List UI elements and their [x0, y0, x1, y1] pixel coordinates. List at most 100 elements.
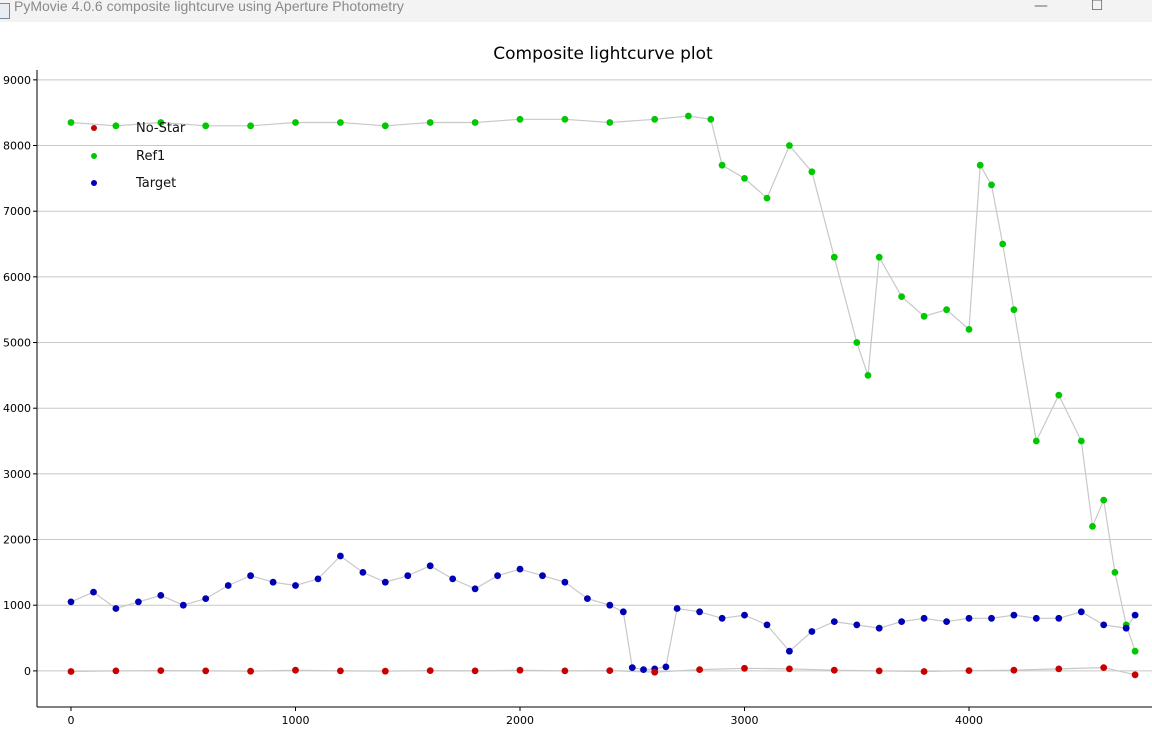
- data-point-target: [67, 598, 75, 606]
- data-point-ref1: [920, 312, 928, 320]
- data-point-target: [224, 582, 232, 589]
- data-point-ref1: [763, 194, 771, 202]
- data-point-target: [247, 572, 255, 580]
- legend-label: No-Star: [136, 121, 186, 136]
- data-point-ref1: [67, 119, 75, 126]
- data-point-ref1: [1055, 391, 1063, 399]
- data-point-target: [135, 598, 142, 606]
- data-point-no-star: [426, 667, 434, 674]
- maximize-button[interactable]: ☐: [1090, 0, 1104, 14]
- data-point-target: [359, 569, 367, 576]
- data-point-target: [640, 666, 647, 673]
- y-tick-label: 2000: [3, 534, 31, 547]
- data-point-target: [965, 614, 973, 622]
- data-point-target: [337, 552, 344, 560]
- data-point-target: [875, 624, 883, 632]
- data-point-target: [112, 605, 120, 612]
- data-point-ref1: [561, 115, 569, 123]
- data-point-ref1: [1032, 437, 1040, 445]
- data-point-no-star: [651, 668, 659, 676]
- data-point-ref1: [1010, 306, 1018, 314]
- data-point-target: [1100, 621, 1108, 629]
- data-point-ref1: [864, 372, 872, 379]
- y-tick-label: 3000: [3, 468, 31, 481]
- data-point-ref1: [976, 161, 984, 169]
- series-line-target: [70, 555, 1136, 671]
- legend-label: Target: [135, 176, 176, 191]
- data-point-no-star: [1100, 664, 1108, 671]
- window-titlebar: PyMovie 4.0.6 composite lightcurve using…: [0, 0, 1152, 22]
- data-point-target: [830, 618, 838, 625]
- data-point-ref1: [707, 115, 715, 123]
- data-point-target: [269, 578, 277, 586]
- data-point-target: [494, 572, 501, 580]
- data-point-ref1: [988, 181, 995, 189]
- data-point-target: [471, 585, 479, 593]
- data-point-no-star: [875, 667, 883, 675]
- data-point-target: [628, 664, 636, 671]
- data-point-target: [90, 588, 97, 596]
- data-point-target: [202, 595, 210, 602]
- data-point-ref1: [943, 306, 950, 314]
- data-point-ref1: [471, 119, 479, 126]
- data-point-ref1: [112, 122, 120, 130]
- data-point-ref1: [1100, 496, 1108, 504]
- data-point-ref1: [965, 326, 973, 333]
- data-point-target: [516, 565, 524, 573]
- data-point-target: [1032, 614, 1040, 622]
- minimize-button[interactable]: —: [1034, 0, 1048, 14]
- data-point-target: [718, 614, 726, 622]
- data-point-ref1: [247, 122, 255, 130]
- grid-lines: [37, 79, 1152, 672]
- y-tick-label: 9000: [3, 74, 31, 87]
- data-point-target: [898, 618, 905, 625]
- y-tick-label: 4000: [3, 402, 31, 415]
- y-tick-label: 5000: [3, 337, 31, 350]
- data-point-no-star: [337, 667, 344, 675]
- data-point-target: [1122, 624, 1130, 632]
- legend-marker-no-star: [91, 125, 97, 131]
- data-point-no-star: [561, 667, 569, 675]
- data-point-target: [696, 608, 703, 616]
- data-point-no-star: [1055, 665, 1063, 673]
- data-point-target: [673, 605, 681, 612]
- x-tick-label: 2000: [506, 714, 534, 727]
- data-point-no-star: [1010, 666, 1018, 674]
- data-point-ref1: [157, 119, 165, 126]
- data-point-target: [292, 582, 299, 589]
- data-point-target: [157, 592, 165, 599]
- data-point-no-star: [1131, 671, 1139, 679]
- data-point-ref1: [898, 293, 905, 300]
- legend-marker-ref1: [91, 153, 97, 159]
- data-point-ref1: [718, 161, 726, 169]
- data-point-target: [763, 621, 771, 629]
- data-point-ref1: [786, 142, 793, 149]
- data-point-target: [1131, 611, 1139, 619]
- data-point-no-star: [247, 667, 255, 675]
- data-point-target: [662, 663, 670, 671]
- data-point-no-star: [696, 666, 703, 673]
- data-point-no-star: [606, 667, 614, 674]
- data-point-target: [741, 611, 748, 619]
- data-point-no-star: [830, 666, 838, 674]
- x-tick-label: 3000: [731, 714, 759, 727]
- data-point-target: [381, 578, 389, 586]
- data-point-target: [404, 572, 412, 580]
- data-point-target: [179, 601, 187, 609]
- data-point-target: [786, 647, 793, 655]
- data-point-target: [1077, 608, 1085, 616]
- data-point-no-star: [112, 667, 120, 675]
- data-point-no-star: [920, 668, 928, 675]
- window-title: PyMovie 4.0.6 composite lightcurve using…: [14, 0, 404, 14]
- data-point-no-star: [381, 667, 389, 675]
- data-point-target: [1010, 611, 1018, 619]
- data-point-target: [606, 601, 614, 609]
- data-point-no-star: [965, 667, 973, 674]
- data-point-target: [539, 572, 546, 580]
- data-point-ref1: [651, 115, 659, 123]
- data-point-ref1: [808, 168, 816, 176]
- x-tick-label: 0: [68, 714, 75, 727]
- data-point-no-star: [292, 666, 299, 674]
- data-point-target: [920, 614, 928, 622]
- data-point-no-star: [202, 667, 210, 675]
